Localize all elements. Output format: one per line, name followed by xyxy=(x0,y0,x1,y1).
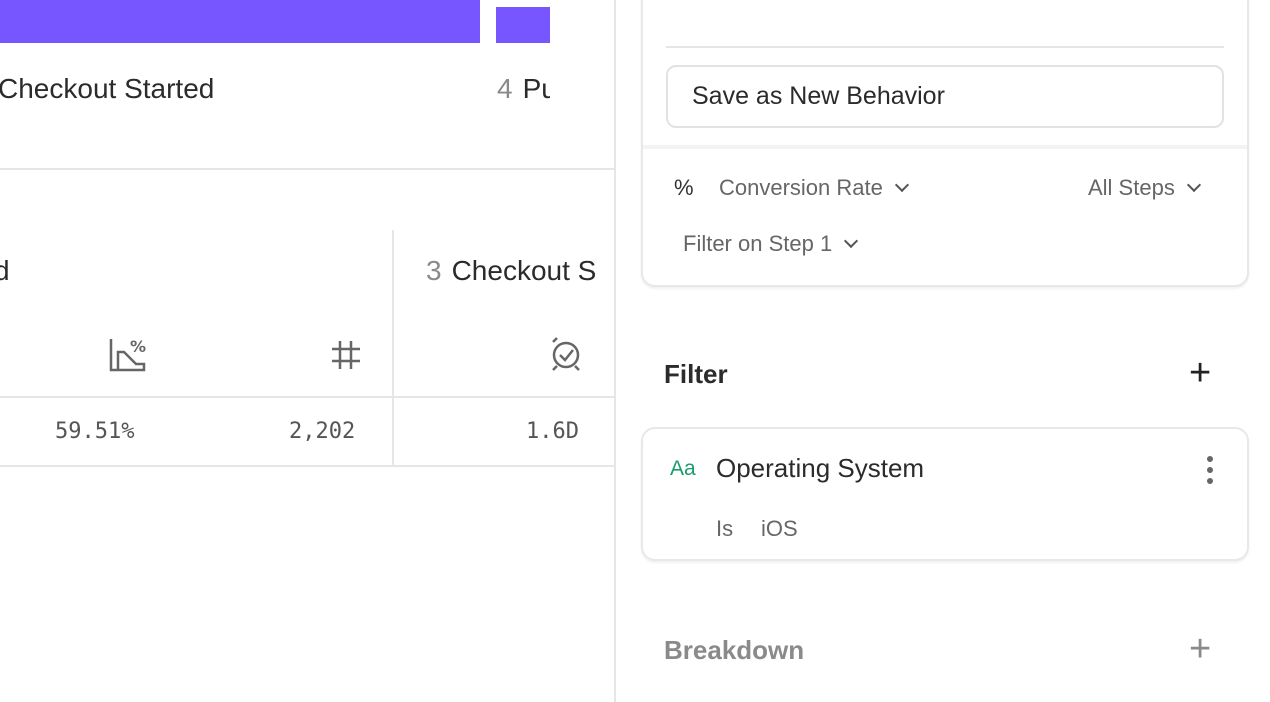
steps-dropdown[interactable]: All Steps xyxy=(1088,175,1201,201)
conversion-rate-value: 59.51% xyxy=(55,419,135,444)
measure-dropdown[interactable]: Conversion Rate xyxy=(719,175,909,201)
filter-step-label: Filter on Step 1 xyxy=(683,231,833,256)
filter-property[interactable]: Operating System xyxy=(716,453,925,483)
panel-divider xyxy=(614,0,616,702)
filter-card[interactable]: Aa Operating System Is iOS xyxy=(641,427,1249,561)
filter-section-title: Filter xyxy=(664,359,728,389)
chevron-down-icon xyxy=(894,177,909,193)
string-type-icon: Aa xyxy=(670,457,696,480)
more-options-icon[interactable] xyxy=(1205,455,1215,485)
time-value: 1.6D xyxy=(526,419,579,444)
column-header-step-2: d xyxy=(0,255,10,286)
step-name: Pu xyxy=(522,73,550,104)
divider xyxy=(0,396,614,398)
step-label-4: 4 Pu xyxy=(497,73,550,105)
breakdown-section-title: Breakdown xyxy=(664,635,805,665)
count-value: 2,202 xyxy=(289,419,356,444)
step-number: 4 xyxy=(497,73,513,104)
column-header-step-3: 3 Checkout S xyxy=(426,255,596,287)
time-check-icon[interactable] xyxy=(548,336,584,372)
percent-icon: % xyxy=(674,175,694,200)
divider xyxy=(666,46,1224,48)
steps-label: All Steps xyxy=(1088,175,1175,200)
svg-text:%: % xyxy=(130,337,146,356)
step-number: 3 xyxy=(426,255,442,286)
filter-step-dropdown[interactable]: Filter on Step 1 xyxy=(683,231,859,257)
save-as-new-behavior-button[interactable]: Save as New Behavior xyxy=(666,65,1224,128)
hash-icon[interactable] xyxy=(330,339,362,371)
step-name: Checkout S xyxy=(451,255,597,286)
column-divider xyxy=(392,230,394,466)
chevron-down-icon xyxy=(844,233,859,249)
funnel-chart-area: Checkout Started 4 Pu d 3 Checkout S % 59.… xyxy=(0,0,614,702)
conversion-chart-icon[interactable]: % xyxy=(108,336,148,374)
divider xyxy=(643,145,1247,149)
chevron-down-icon xyxy=(1186,177,1201,193)
add-filter-button[interactable]: + xyxy=(1189,352,1212,394)
metric-card: Save as New Behavior % Conversion Rate A… xyxy=(641,0,1249,287)
filter-operator[interactable]: Is xyxy=(716,516,734,541)
funnel-bar-step-2[interactable] xyxy=(0,0,480,43)
step-label-checkout-started: Checkout Started xyxy=(0,73,215,104)
divider xyxy=(0,465,614,467)
funnel-bar-step-4[interactable] xyxy=(496,7,550,43)
divider xyxy=(0,168,614,170)
measure-label: Conversion Rate xyxy=(719,175,883,200)
add-breakdown-button[interactable]: + xyxy=(1189,628,1212,670)
filter-value[interactable]: iOS xyxy=(761,516,798,541)
